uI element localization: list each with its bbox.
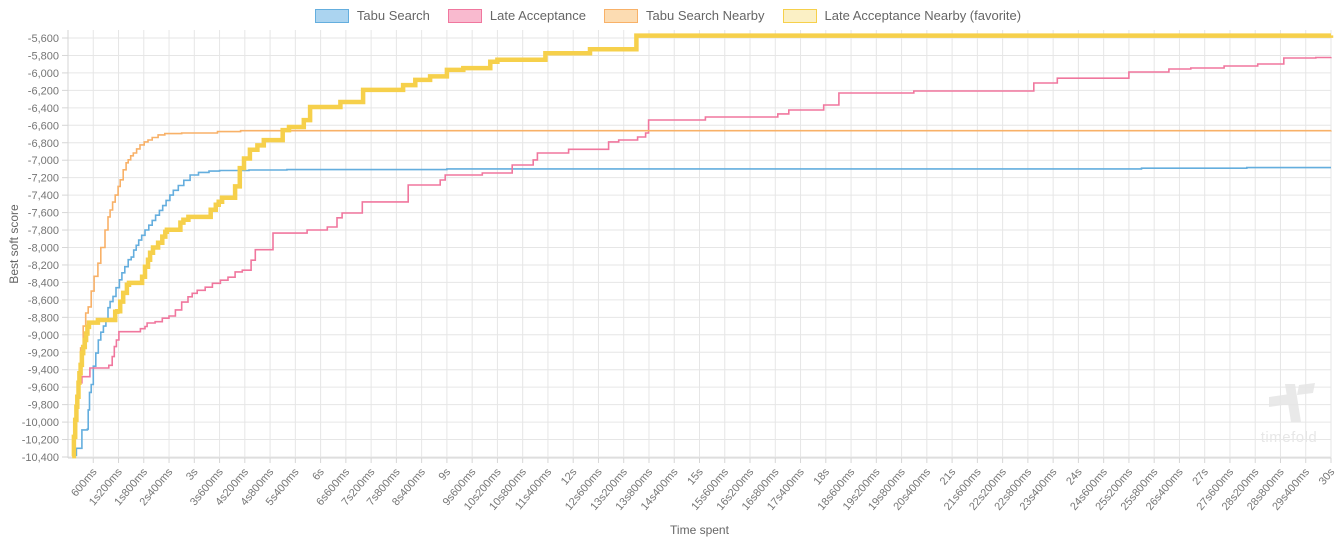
watermark-text: timefold — [1260, 429, 1318, 446]
timefold-watermark: timefold — [1254, 382, 1324, 446]
y-tick-label: -7,200 — [28, 173, 59, 185]
y-tick-label: -10,400 — [22, 452, 59, 464]
x-tick-label: 6s — [310, 466, 327, 483]
y-tick-label: -9,600 — [28, 382, 59, 394]
x-tick-label: 18s — [811, 466, 832, 488]
legend-item-tabu-search[interactable]: Tabu Search — [314, 8, 430, 23]
y-tick-label: -8,400 — [28, 277, 59, 289]
y-tick-label: -6,200 — [28, 85, 59, 97]
y-tick-label: -9,800 — [28, 400, 59, 412]
y-tick-label: -6,600 — [28, 120, 59, 132]
y-tick-label: -5,800 — [28, 50, 59, 62]
x-tick-label: 9s — [437, 466, 454, 483]
series-line-late-acceptance-nearby-favorite[interactable] — [71, 33, 1334, 459]
legend-swatch-tabu-search — [314, 8, 349, 23]
y-tick-label: -6,400 — [28, 103, 59, 115]
legend-swatch-late-acceptance — [447, 8, 482, 23]
x-tick-label: 3s — [184, 466, 201, 483]
y-tick-label: -8,000 — [28, 243, 59, 255]
y-tick-label: -5,600 — [28, 33, 59, 45]
chart-legend: Tabu Search Late Acceptance Tabu Search … — [0, 8, 1336, 23]
legend-label: Tabu Search Nearby — [646, 8, 765, 23]
legend-label: Late Acceptance Nearby (favorite) — [824, 8, 1022, 23]
legend-swatch-late-acceptance-nearby — [782, 8, 817, 23]
y-tick-label: -7,400 — [28, 190, 59, 202]
x-tick-label: 15s — [685, 466, 706, 488]
y-tick-label: -7,800 — [28, 225, 59, 237]
timefold-logo-icon — [1269, 383, 1315, 422]
y-tick-label: -6,800 — [28, 138, 59, 150]
y-tick-label: -9,400 — [28, 365, 59, 377]
x-tick-label: 27s — [1190, 466, 1211, 488]
y-tick-label: -7,000 — [28, 155, 59, 167]
y-tick-label: -6,000 — [28, 68, 59, 80]
y-tick-label: -10,000 — [22, 417, 59, 429]
y-tick-label: -8,600 — [28, 295, 59, 307]
y-tick-label: -7,600 — [28, 208, 59, 220]
x-tick-label: 21s — [938, 466, 959, 488]
legend-label: Late Acceptance — [489, 8, 587, 23]
series-line-late-acceptance[interactable] — [73, 56, 1332, 454]
y-tick-label: -9,200 — [28, 347, 59, 359]
series-line-tabu-search[interactable] — [75, 166, 1331, 457]
legend-swatch-tabu-search-nearby — [604, 8, 639, 23]
y-tick-label: -9,000 — [28, 330, 59, 342]
y-tick-label: -8,200 — [28, 260, 59, 272]
y-tick-label: -10,200 — [22, 435, 59, 447]
x-tick-label: 30s — [1317, 466, 1336, 488]
x-tick-label: 12s — [559, 466, 580, 488]
legend-label: Tabu Search — [356, 8, 430, 23]
legend-item-tabu-search-nearby[interactable]: Tabu Search Nearby — [604, 8, 765, 23]
legend-item-late-acceptance-nearby[interactable]: Late Acceptance Nearby (favorite) — [782, 8, 1022, 23]
x-axis-title: Time spent — [670, 523, 729, 537]
legend-item-late-acceptance[interactable]: Late Acceptance — [447, 8, 587, 23]
y-tick-label: -8,800 — [28, 312, 59, 324]
x-tick-label: 24s — [1064, 466, 1085, 488]
series-line-tabu-search-nearby[interactable] — [72, 129, 1332, 457]
y-axis-title: Best soft score — [7, 204, 21, 284]
